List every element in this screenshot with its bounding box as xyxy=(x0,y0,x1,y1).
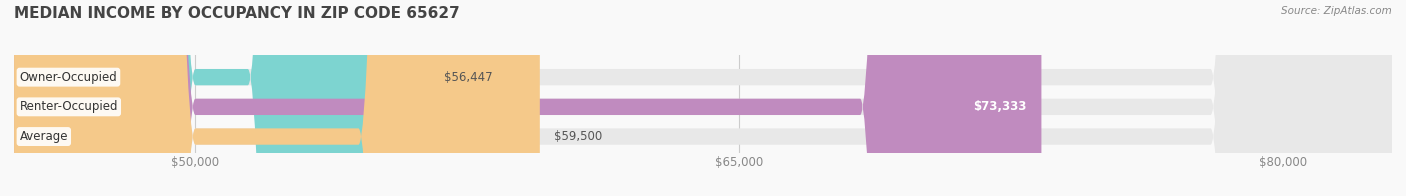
FancyBboxPatch shape xyxy=(14,0,1392,196)
Text: Owner-Occupied: Owner-Occupied xyxy=(20,71,117,84)
Text: Renter-Occupied: Renter-Occupied xyxy=(20,100,118,113)
Text: Average: Average xyxy=(20,130,67,143)
FancyBboxPatch shape xyxy=(14,0,1042,196)
Text: MEDIAN INCOME BY OCCUPANCY IN ZIP CODE 65627: MEDIAN INCOME BY OCCUPANCY IN ZIP CODE 6… xyxy=(14,6,460,21)
Text: $59,500: $59,500 xyxy=(554,130,603,143)
FancyBboxPatch shape xyxy=(14,0,429,196)
FancyBboxPatch shape xyxy=(14,0,540,196)
Text: Source: ZipAtlas.com: Source: ZipAtlas.com xyxy=(1281,6,1392,16)
FancyBboxPatch shape xyxy=(14,0,1392,196)
Text: $56,447: $56,447 xyxy=(444,71,492,84)
FancyBboxPatch shape xyxy=(14,0,1392,196)
Text: $73,333: $73,333 xyxy=(973,100,1026,113)
